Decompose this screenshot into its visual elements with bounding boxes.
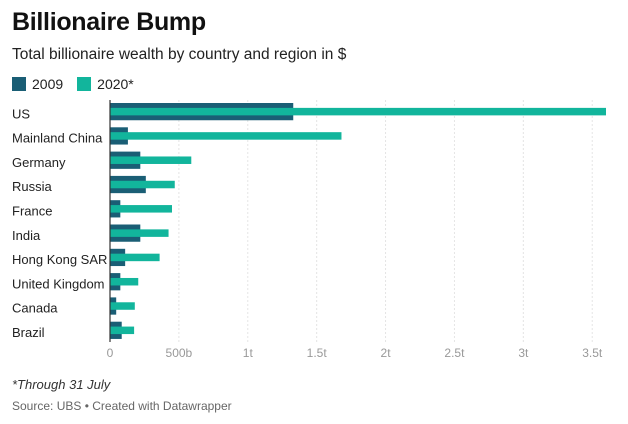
- category-label-germany: Germany: [12, 155, 66, 170]
- x-tick-label-7: 3.5t: [582, 346, 603, 360]
- category-label-canada: Canada: [12, 301, 58, 316]
- chart-title: Billionaire Bump: [12, 8, 206, 36]
- category-label-brazil: Brazil: [12, 325, 45, 340]
- bar-2020-france: [110, 205, 172, 213]
- x-tick-label-3: 1.5t: [307, 346, 328, 360]
- category-label-india: India: [12, 228, 41, 243]
- legend-label-2009: 2009: [32, 76, 64, 92]
- x-tick-label-5: 2.5t: [444, 346, 465, 360]
- category-label-france: France: [12, 203, 52, 218]
- bar-2020-hong-kong-sar: [110, 253, 160, 262]
- bar-2020-united-kingdom: [110, 277, 139, 286]
- bar-2020-germany: [110, 156, 192, 164]
- x-tick-label-6: 3t: [518, 346, 529, 360]
- legend-item-2020: 2020*: [77, 76, 134, 92]
- legend: 2009 2020*: [12, 76, 148, 92]
- x-tick-label-0: 0: [107, 346, 114, 360]
- bar-2020-canada: [110, 302, 135, 310]
- source-credit: Source: UBS • Created with Datawrapper: [12, 399, 232, 413]
- legend-item-2009: 2009: [12, 76, 63, 92]
- legend-label-2020: 2020*: [97, 76, 134, 92]
- footnote: *Through 31 July: [12, 377, 111, 392]
- legend-swatch-2009: [12, 77, 26, 91]
- x-tick-label-2: 1t: [243, 346, 254, 360]
- bar-chart: US Mainland China Germany Russia France India…: [12, 100, 606, 360]
- legend-swatch-2020: [77, 77, 92, 91]
- bar-2020-india: [110, 229, 169, 237]
- category-label-us: US: [12, 106, 30, 121]
- bar-2020-russia: [110, 180, 175, 189]
- bar-2020-brazil: [110, 326, 135, 335]
- bar-2020-mainland-china: [110, 132, 342, 140]
- category-label-mainland-china: Mainland China: [12, 131, 103, 146]
- chart-subtitle: Total billionaire wealth by country and …: [12, 46, 347, 63]
- category-label-hong-kong-sar: Hong Kong SAR: [12, 252, 107, 267]
- category-label-united-kingdom: United Kingdom: [12, 276, 105, 291]
- x-tick-label-1: 500b: [166, 346, 193, 360]
- category-label-russia: Russia: [12, 179, 53, 194]
- bar-2020-us: [110, 107, 606, 116]
- x-tick-label-4: 2t: [381, 346, 392, 360]
